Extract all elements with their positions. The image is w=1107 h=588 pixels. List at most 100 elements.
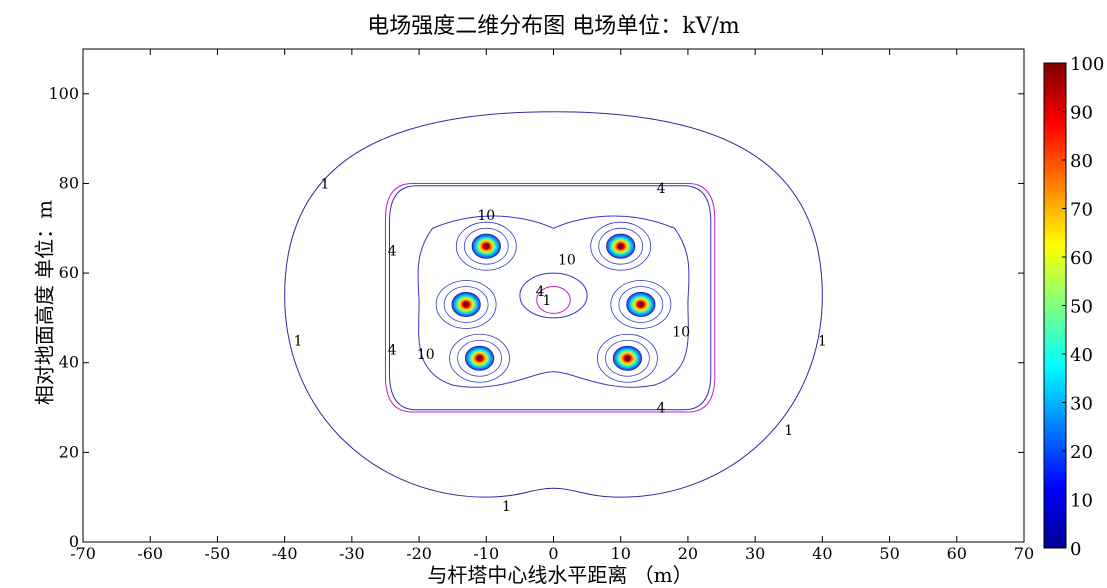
chart-title: 电场强度二维分布图 电场单位：kV/m [367, 14, 740, 39]
colorbar-tick-label: 0 [1070, 539, 1081, 560]
colorbar-tick-label: 70 [1070, 200, 1093, 221]
conductor-ring-mid [618, 286, 664, 323]
x-tick-label: 20 [678, 544, 698, 563]
colorbar-tick-label: 60 [1070, 248, 1093, 269]
x-tick-label: 60 [947, 544, 967, 563]
contour-label: 4 [388, 342, 397, 358]
conductor-ring [468, 349, 491, 368]
conductor-ring [475, 236, 498, 256]
conductor-ring [471, 233, 501, 259]
conductor-ring [457, 297, 475, 312]
colorbar-tick-label: 80 [1070, 151, 1093, 172]
y-tick-label: 80 [59, 173, 79, 192]
conductor-ring-outer [455, 221, 517, 271]
x-tick-label: -70 [70, 544, 96, 563]
conductor-ring [474, 235, 499, 257]
conductor-ring [454, 294, 479, 315]
conductor-ring [612, 239, 629, 254]
conductor-ring [607, 234, 635, 258]
x-tick-label: 40 [812, 544, 832, 563]
conductor-ring [460, 299, 472, 310]
conductor-ring [474, 353, 486, 364]
conductor-ring [628, 294, 653, 315]
conductor-ring [636, 300, 646, 309]
x-tick-label: 30 [745, 544, 765, 563]
conductor-core [483, 243, 490, 249]
contour-label: 4 [536, 284, 545, 300]
conductor-ring [471, 351, 488, 366]
conductor-ring [631, 296, 651, 313]
conductor-ring [472, 234, 500, 258]
colorbar-tick-label: 30 [1070, 394, 1093, 415]
conductor-ring [461, 300, 471, 309]
x-tick-label: -40 [272, 544, 298, 563]
contour-line-center-4 [536, 286, 571, 314]
contour-label: 10 [558, 253, 576, 269]
colorbar-tick-label: 20 [1070, 442, 1093, 463]
conductor-ring [464, 345, 495, 371]
conductor-ring [451, 291, 481, 318]
x-tick-label: -30 [339, 544, 365, 563]
conductor-ring [476, 238, 496, 255]
y-tick-label: 100 [48, 84, 79, 103]
conductor-core [617, 243, 624, 249]
conductor-ring-outer [590, 221, 652, 271]
x-tick-label: -60 [137, 544, 163, 563]
conductor-ring [467, 347, 492, 369]
conductor-ring [620, 352, 635, 365]
x-tick-label: 10 [611, 544, 631, 563]
conductor-ring [452, 293, 480, 316]
y-tick-label: 40 [59, 353, 79, 372]
contour-label: 10 [417, 347, 435, 363]
conductor-ring [615, 347, 640, 369]
colorbar-tick-label: 100 [1070, 54, 1104, 75]
conductor-ring [632, 297, 650, 312]
x-tick-label: 70 [1014, 544, 1034, 563]
contour-label: 10 [672, 324, 690, 340]
conductor-ring [611, 238, 631, 255]
conductor-ring [621, 353, 633, 364]
contour-line-1 [284, 111, 823, 498]
plot-frame [82, 48, 1025, 543]
conductor-ring [455, 295, 477, 314]
conductor-core [476, 355, 483, 361]
conductor-ring [615, 241, 627, 252]
conductor-ring [617, 350, 637, 367]
conductor-ring-mid [463, 227, 509, 265]
conductor-ring [466, 346, 493, 370]
conductor-ring [608, 235, 633, 257]
contour-line-center-10 [519, 272, 588, 319]
conductor-ring-mid [598, 227, 644, 265]
x-tick-label: -20 [406, 544, 432, 563]
contour-label: 1 [784, 423, 793, 439]
contour-line-10 [417, 215, 690, 388]
x-tick-label: -50 [205, 544, 231, 563]
conductor-core [463, 301, 470, 308]
y-tick-label: 0 [69, 532, 79, 551]
x-tick-label: -10 [473, 544, 499, 563]
conductor-ring-outer [435, 280, 497, 329]
conductor-ring [634, 298, 648, 311]
contour-label: 4 [657, 401, 666, 417]
conductor-ring [612, 345, 643, 371]
conductor-ring [459, 298, 473, 311]
conductor-ring [614, 346, 641, 370]
conductor-ring-outer [610, 280, 672, 329]
colorbar-tick-label: 10 [1070, 491, 1093, 512]
contour-label: 4 [388, 244, 397, 260]
conductor-ring [606, 233, 636, 259]
contour-label: 1 [818, 333, 827, 349]
conductor-ring [456, 296, 476, 313]
y-tick-label: 60 [59, 263, 79, 282]
y-tick-label: 20 [59, 442, 79, 461]
conductor-ring [480, 241, 492, 252]
y-axis-label: 相对地面高度 单位：m [32, 199, 57, 406]
x-axis-label: 与杆塔中心线水平距离 （m） [427, 563, 693, 587]
conductor-ring [613, 240, 628, 253]
conductor-ring [609, 236, 632, 256]
contour-line-4 [384, 182, 716, 413]
conductor-ring [627, 293, 655, 316]
conductor-core [624, 355, 631, 361]
conductor-ring [626, 291, 656, 318]
